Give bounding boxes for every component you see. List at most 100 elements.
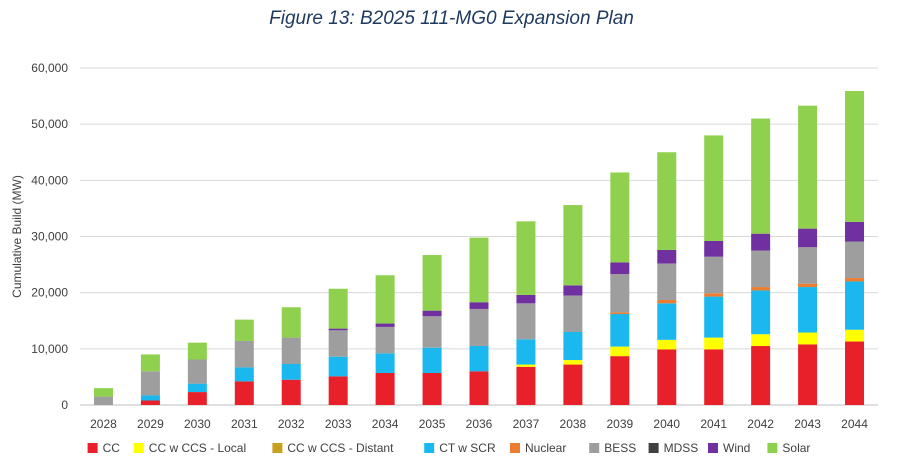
bar-segment: [516, 364, 536, 367]
bar-segment: [704, 337, 724, 350]
legend-label: MDSS: [664, 441, 699, 455]
bar-segment: [563, 285, 583, 296]
x-tick-label: 2034: [372, 417, 399, 431]
x-tick-label: 2030: [184, 417, 211, 431]
bar-segment: [516, 339, 536, 365]
legend-swatch: [767, 443, 778, 453]
bar-segment: [610, 274, 630, 313]
bar-segment: [234, 319, 254, 341]
bar-segment: [563, 205, 583, 286]
bar-segment: [845, 341, 865, 405]
x-tick-label: 2037: [513, 417, 540, 431]
bar-segment: [187, 383, 207, 393]
bar-segment: [281, 337, 301, 364]
chart-title: Figure 13: B2025 111-MG0 Expansion Plan: [269, 8, 634, 29]
bar-segment: [422, 255, 442, 311]
bar-segment: [469, 346, 489, 372]
bar-segment: [422, 310, 442, 317]
x-tick-label: 2032: [278, 417, 305, 431]
bar-segment: [469, 308, 489, 347]
legend-swatch: [510, 443, 520, 453]
bar-segment: [704, 296, 724, 338]
bar-segment: [657, 349, 677, 405]
bar-segment: [657, 299, 677, 304]
bar-segment: [845, 329, 865, 342]
bar-segment: [328, 376, 348, 405]
legend-swatch: [133, 443, 144, 453]
x-tick-label: 2042: [747, 417, 774, 431]
x-tick-label: 2040: [653, 417, 680, 431]
x-tick-label: 2038: [560, 417, 587, 431]
legend-label: BESS: [604, 441, 636, 455]
bar-segment: [516, 294, 536, 304]
bar-segment: [234, 340, 254, 368]
bar-segment: [563, 360, 583, 365]
bar-segment: [657, 152, 677, 250]
bar-segment: [328, 330, 348, 357]
bar-segment: [375, 326, 395, 354]
bar-segment: [798, 228, 818, 248]
legend-swatch: [272, 443, 283, 453]
x-tick-label: 2043: [794, 417, 821, 431]
bar-segment: [798, 344, 818, 405]
bar-segment: [610, 356, 630, 405]
legend-label: Wind: [723, 441, 750, 455]
x-tick-label: 2041: [700, 417, 727, 431]
bar-segment: [140, 354, 160, 372]
y-tick-label: 20,000: [31, 286, 68, 300]
legend-swatch: [87, 443, 98, 453]
y-axis-label: Cumulative Build (MW): [10, 175, 24, 298]
bar-segment: [845, 241, 865, 279]
x-tick-label: 2044: [841, 417, 868, 431]
bar-segment: [375, 323, 395, 327]
bar-segment: [798, 287, 818, 333]
bar-segment: [798, 283, 818, 288]
bar-segment: [375, 275, 395, 324]
bar-segment: [422, 316, 442, 348]
bar-segment: [657, 339, 677, 350]
legend-swatch: [648, 443, 659, 453]
bar-segment: [751, 290, 771, 335]
bar-segment: [610, 346, 630, 357]
y-tick-label: 0: [61, 398, 68, 412]
bar-segment: [328, 288, 348, 329]
x-tick-label: 2039: [606, 417, 633, 431]
bar-segment: [704, 256, 724, 294]
y-tick-label: 40,000: [31, 173, 68, 187]
bar-segment: [845, 221, 865, 242]
bar-segment: [798, 105, 818, 229]
bar-segment: [375, 372, 395, 405]
bar-segment: [751, 346, 771, 405]
bar-segment: [422, 372, 442, 405]
x-tick-label: 2031: [231, 417, 258, 431]
bar-segment: [234, 381, 254, 405]
x-tick-label: 2033: [325, 417, 352, 431]
bar-segment: [610, 262, 630, 275]
bar-segment: [469, 371, 489, 405]
bar-segment: [422, 347, 442, 373]
bar-segment: [798, 332, 818, 345]
legend-label: CC w CCS - Distant: [287, 441, 394, 455]
legend-swatch: [589, 443, 600, 453]
legend-label: CC: [103, 441, 121, 455]
x-tick-label: 2029: [137, 417, 164, 431]
bar-segment: [704, 293, 724, 297]
bar-segment: [751, 118, 771, 234]
bar-segment: [657, 249, 677, 264]
bar-segment: [845, 91, 865, 222]
bar-segment: [140, 395, 160, 401]
bar-segment: [328, 356, 348, 377]
legend-label: CT w SCR: [439, 441, 496, 455]
bar-segment: [516, 303, 536, 340]
bar-segment: [140, 371, 160, 396]
bar-segment: [281, 307, 301, 338]
bar-segment: [704, 135, 724, 241]
bar-segment: [469, 237, 489, 303]
x-tick-label: 2028: [90, 417, 117, 431]
bar-segment: [563, 295, 583, 332]
legend-swatch: [424, 443, 435, 453]
bar-segment: [375, 353, 395, 373]
legend-label: Nuclear: [525, 441, 566, 455]
bar-segment: [469, 302, 489, 309]
bar-segment: [845, 281, 865, 330]
